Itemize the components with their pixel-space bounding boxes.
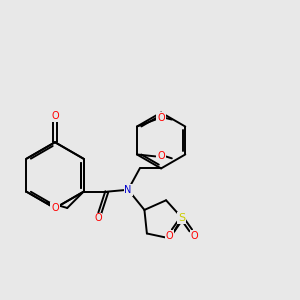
Text: O: O bbox=[165, 231, 173, 241]
Text: O: O bbox=[51, 203, 59, 213]
Text: O: O bbox=[157, 152, 165, 161]
Text: O: O bbox=[157, 113, 165, 123]
Text: S: S bbox=[178, 213, 185, 223]
Text: O: O bbox=[51, 111, 59, 121]
Text: O: O bbox=[191, 231, 199, 241]
Text: O: O bbox=[94, 213, 102, 224]
Text: N: N bbox=[124, 185, 132, 195]
